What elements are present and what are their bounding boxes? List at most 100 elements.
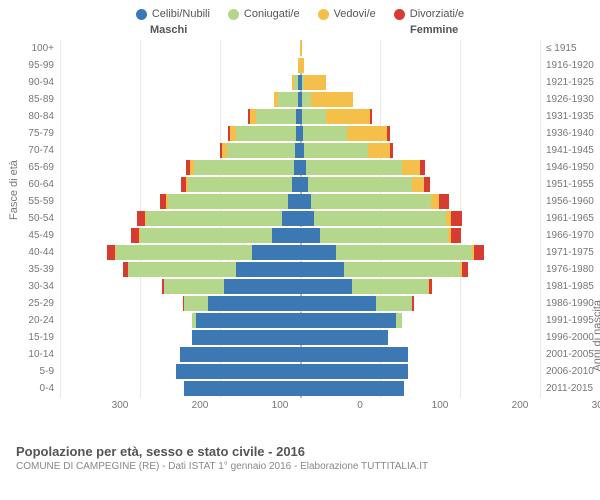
y-axis-birth: ≤ 19151916-19201921-19251926-19301931-19… xyxy=(542,40,600,397)
segment xyxy=(451,228,461,243)
birth-label: 1996-2000 xyxy=(542,329,600,346)
segment xyxy=(116,245,252,260)
age-label: 15-19 xyxy=(0,329,58,346)
bar-male xyxy=(192,330,300,345)
footer: Popolazione per età, sesso e stato civil… xyxy=(0,440,600,476)
age-label: 90-94 xyxy=(0,74,58,91)
pyramid-row xyxy=(60,159,540,176)
segment xyxy=(304,75,326,90)
bar-male xyxy=(274,92,300,107)
age-label: 75-79 xyxy=(0,125,58,142)
pyramid-row xyxy=(60,363,540,380)
legend-swatch xyxy=(136,9,147,20)
segment xyxy=(344,262,460,277)
segment xyxy=(236,126,296,141)
birth-label: 2011-2015 xyxy=(542,380,600,397)
age-label: 80-84 xyxy=(0,108,58,125)
bar-male xyxy=(180,347,300,362)
segment xyxy=(278,92,298,107)
pyramid-row xyxy=(60,244,540,261)
age-label: 85-89 xyxy=(0,91,58,108)
segment xyxy=(176,364,300,379)
plot: 3002001000100200300 xyxy=(60,40,540,420)
birth-label: 1926-1930 xyxy=(542,91,600,108)
bar-male xyxy=(184,381,300,396)
pyramid-row xyxy=(60,176,540,193)
pyramid-row xyxy=(60,108,540,125)
bar-female xyxy=(300,92,353,107)
segment xyxy=(326,109,370,124)
bar-female xyxy=(300,143,393,158)
legend-item: Celibi/Nubili xyxy=(136,8,210,20)
age-label: 10-14 xyxy=(0,346,58,363)
bar-female xyxy=(300,177,430,192)
bar-male xyxy=(228,126,300,141)
age-label: 20-24 xyxy=(0,312,58,329)
header-female: Femmine xyxy=(410,24,458,36)
bar-male xyxy=(137,211,300,226)
segment xyxy=(236,262,300,277)
segment xyxy=(429,279,432,294)
segment xyxy=(227,143,295,158)
x-tick: 200 xyxy=(192,400,209,411)
segment xyxy=(300,58,304,73)
segment xyxy=(164,279,224,294)
birth-label: 2006-2010 xyxy=(542,363,600,380)
segment xyxy=(224,279,300,294)
segment xyxy=(300,347,408,362)
age-label: 70-74 xyxy=(0,142,58,159)
legend-label: Vedovi/e xyxy=(334,8,376,20)
segment xyxy=(387,126,389,141)
bar-male xyxy=(183,296,300,311)
birth-label: 1951-1955 xyxy=(542,176,600,193)
age-label: 25-29 xyxy=(0,295,58,312)
age-label: 5-9 xyxy=(0,363,58,380)
pyramid-row xyxy=(60,278,540,295)
segment xyxy=(107,245,115,260)
birth-label: 1991-1995 xyxy=(542,312,600,329)
segment xyxy=(300,262,344,277)
chart-subtitle: COMUNE DI CAMPEGINE (RE) - Dati ISTAT 1°… xyxy=(16,461,584,472)
bar-male xyxy=(107,245,300,260)
chart-title: Popolazione per età, sesso e stato civil… xyxy=(16,444,584,459)
gender-headers: Maschi Femmine xyxy=(0,24,600,40)
legend-swatch xyxy=(394,9,405,20)
x-tick: 200 xyxy=(512,400,529,411)
legend-label: Divorziati/e xyxy=(410,8,464,20)
bar-male xyxy=(192,313,300,328)
bar-female xyxy=(300,364,408,379)
age-label: 65-69 xyxy=(0,159,58,176)
age-label: 30-34 xyxy=(0,278,58,295)
x-tick: 0 xyxy=(357,400,363,411)
birth-label: 1936-1940 xyxy=(542,125,600,142)
bar-female xyxy=(300,75,326,90)
bar-female xyxy=(300,194,449,209)
segment xyxy=(292,177,300,192)
age-label: 100+ xyxy=(0,40,58,57)
pyramid-row xyxy=(60,57,540,74)
bar-female xyxy=(300,126,390,141)
segment xyxy=(396,313,402,328)
segment xyxy=(300,177,308,192)
legend-swatch xyxy=(318,9,329,20)
pyramid-row xyxy=(60,91,540,108)
birth-label: 1966-1970 xyxy=(542,227,600,244)
birth-label: 1921-1925 xyxy=(542,74,600,91)
pyramid-row xyxy=(60,295,540,312)
pyramid-row xyxy=(60,40,540,57)
birth-label: 1971-1975 xyxy=(542,244,600,261)
segment xyxy=(304,143,368,158)
segment xyxy=(208,296,300,311)
legend: Celibi/NubiliConiugati/eVedovi/eDivorzia… xyxy=(0,0,600,24)
birth-label: 1981-1985 xyxy=(542,278,600,295)
segment xyxy=(194,160,294,175)
segment xyxy=(146,211,282,226)
segment xyxy=(192,330,300,345)
pyramid-row xyxy=(60,329,540,346)
pyramid-row xyxy=(60,312,540,329)
segment xyxy=(300,296,376,311)
segment xyxy=(300,194,311,209)
birth-label: 2001-2005 xyxy=(542,346,600,363)
age-label: 60-64 xyxy=(0,176,58,193)
pyramid-row xyxy=(60,193,540,210)
